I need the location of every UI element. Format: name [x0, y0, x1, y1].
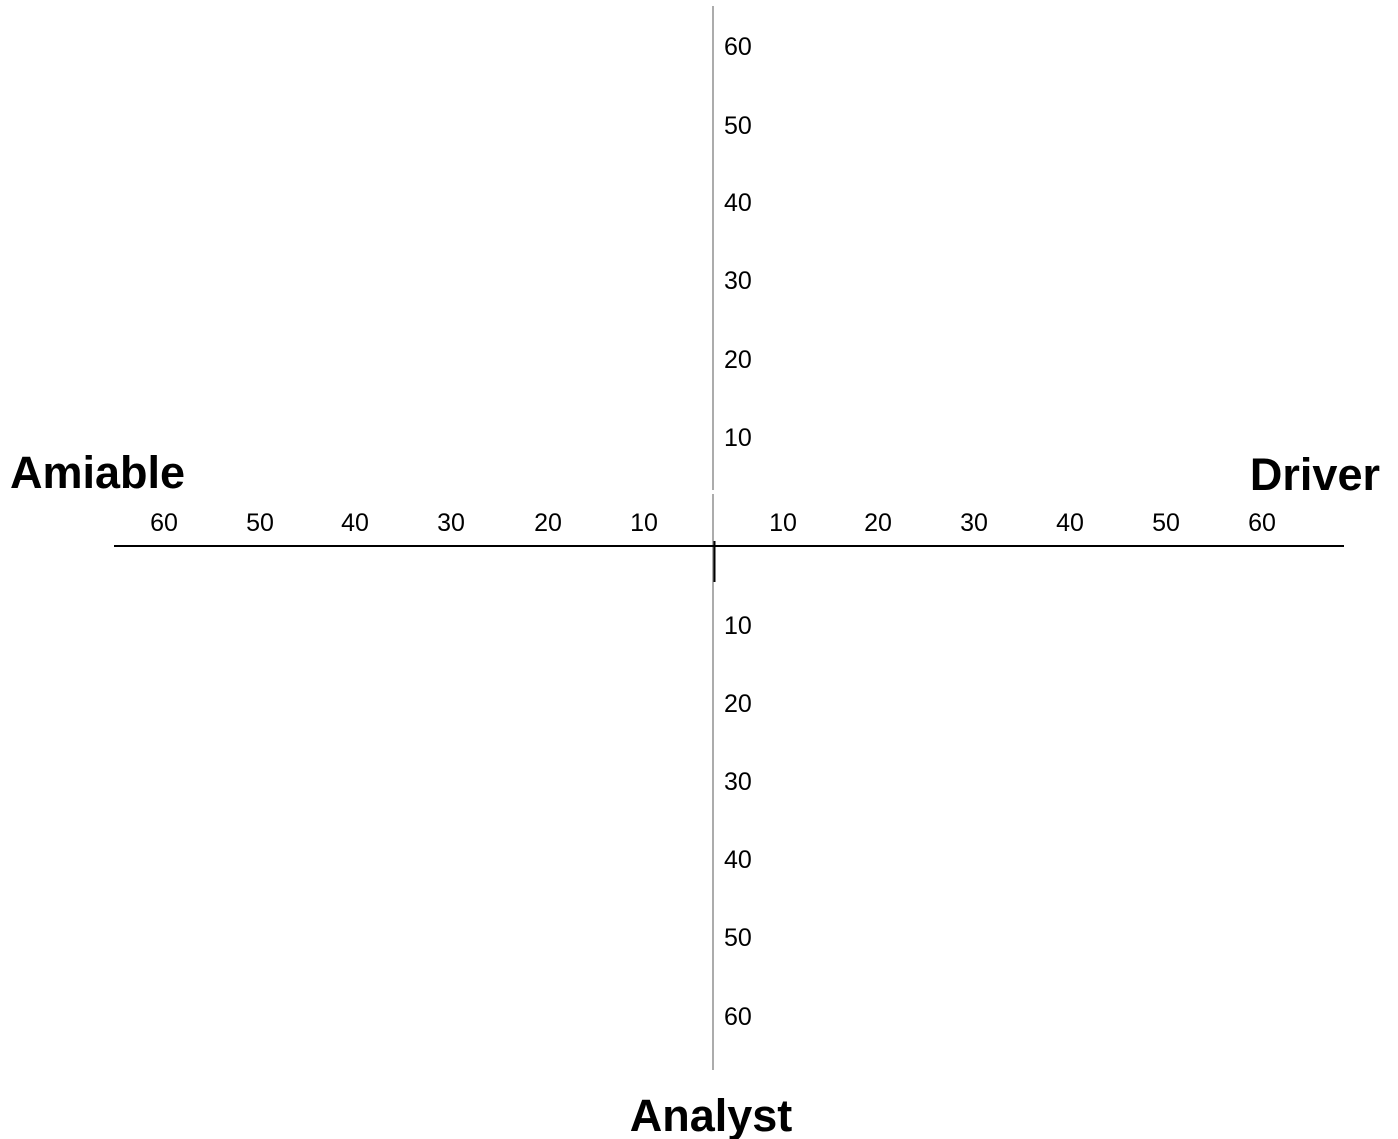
up-tick-label-60: 60: [724, 33, 752, 61]
right-tick-label-40: 40: [1056, 509, 1084, 537]
down-tick-label-10: 10: [724, 612, 752, 640]
left-tick-label-20: 20: [534, 509, 562, 537]
right-tick-label-50: 50: [1152, 509, 1180, 537]
label-analyst: Analyst: [630, 1090, 793, 1139]
left-tick-label-50: 50: [246, 509, 274, 537]
down-tick-label-40: 40: [724, 846, 752, 874]
label-amiable: Amiable: [10, 447, 185, 498]
down-tick-label-60: 60: [724, 1003, 752, 1031]
right-tick-label-30: 30: [960, 509, 988, 537]
down-tick-label-50: 50: [724, 924, 752, 952]
up-tick-label-50: 50: [724, 112, 752, 140]
right-tick-label-20: 20: [864, 509, 892, 537]
left-tick-label-30: 30: [437, 509, 465, 537]
up-tick-label-30: 30: [724, 267, 752, 295]
up-tick-label-40: 40: [724, 189, 752, 217]
down-tick-label-20: 20: [724, 690, 752, 718]
label-driver: Driver: [1250, 449, 1380, 500]
down-tick-label-30: 30: [724, 768, 752, 796]
up-tick-label-10: 10: [724, 424, 752, 452]
right-tick-label-60: 60: [1248, 509, 1276, 537]
left-tick-label-10: 10: [630, 509, 658, 537]
left-tick-label-60: 60: [150, 509, 178, 537]
left-tick-label-40: 40: [341, 509, 369, 537]
right-tick-label-10: 10: [769, 509, 797, 537]
up-tick-label-20: 20: [724, 346, 752, 374]
